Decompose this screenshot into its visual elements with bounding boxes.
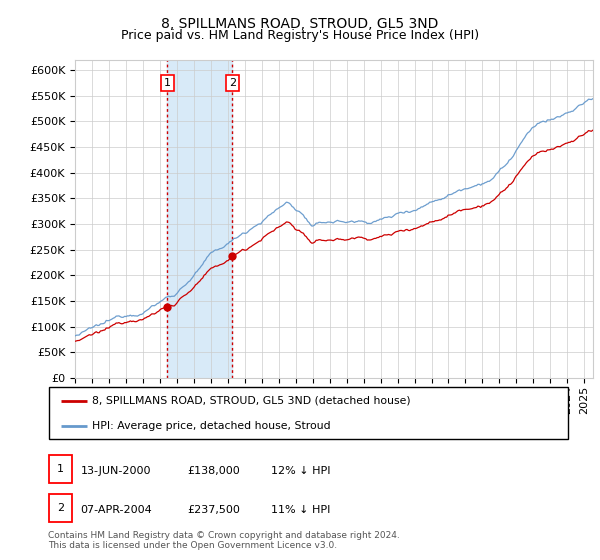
Text: 07-APR-2004: 07-APR-2004 xyxy=(80,505,152,515)
FancyBboxPatch shape xyxy=(49,455,72,483)
Text: 2: 2 xyxy=(57,503,64,513)
Text: 1: 1 xyxy=(57,464,64,474)
Text: 1: 1 xyxy=(164,78,171,88)
Text: £237,500: £237,500 xyxy=(187,505,240,515)
FancyBboxPatch shape xyxy=(49,494,72,522)
Text: £138,000: £138,000 xyxy=(187,465,240,475)
FancyBboxPatch shape xyxy=(49,388,568,438)
Text: 11% ↓ HPI: 11% ↓ HPI xyxy=(271,505,331,515)
Text: 8, SPILLMANS ROAD, STROUD, GL5 3ND: 8, SPILLMANS ROAD, STROUD, GL5 3ND xyxy=(161,17,439,31)
Text: Price paid vs. HM Land Registry's House Price Index (HPI): Price paid vs. HM Land Registry's House … xyxy=(121,29,479,42)
Text: 8, SPILLMANS ROAD, STROUD, GL5 3ND (detached house): 8, SPILLMANS ROAD, STROUD, GL5 3ND (deta… xyxy=(92,396,411,406)
Text: Contains HM Land Registry data © Crown copyright and database right 2024.
This d: Contains HM Land Registry data © Crown c… xyxy=(48,530,400,550)
Text: 12% ↓ HPI: 12% ↓ HPI xyxy=(271,465,331,475)
Text: 2: 2 xyxy=(229,78,236,88)
Text: 13-JUN-2000: 13-JUN-2000 xyxy=(80,465,151,475)
Text: HPI: Average price, detached house, Stroud: HPI: Average price, detached house, Stro… xyxy=(92,421,331,431)
Bar xyxy=(167,60,232,378)
